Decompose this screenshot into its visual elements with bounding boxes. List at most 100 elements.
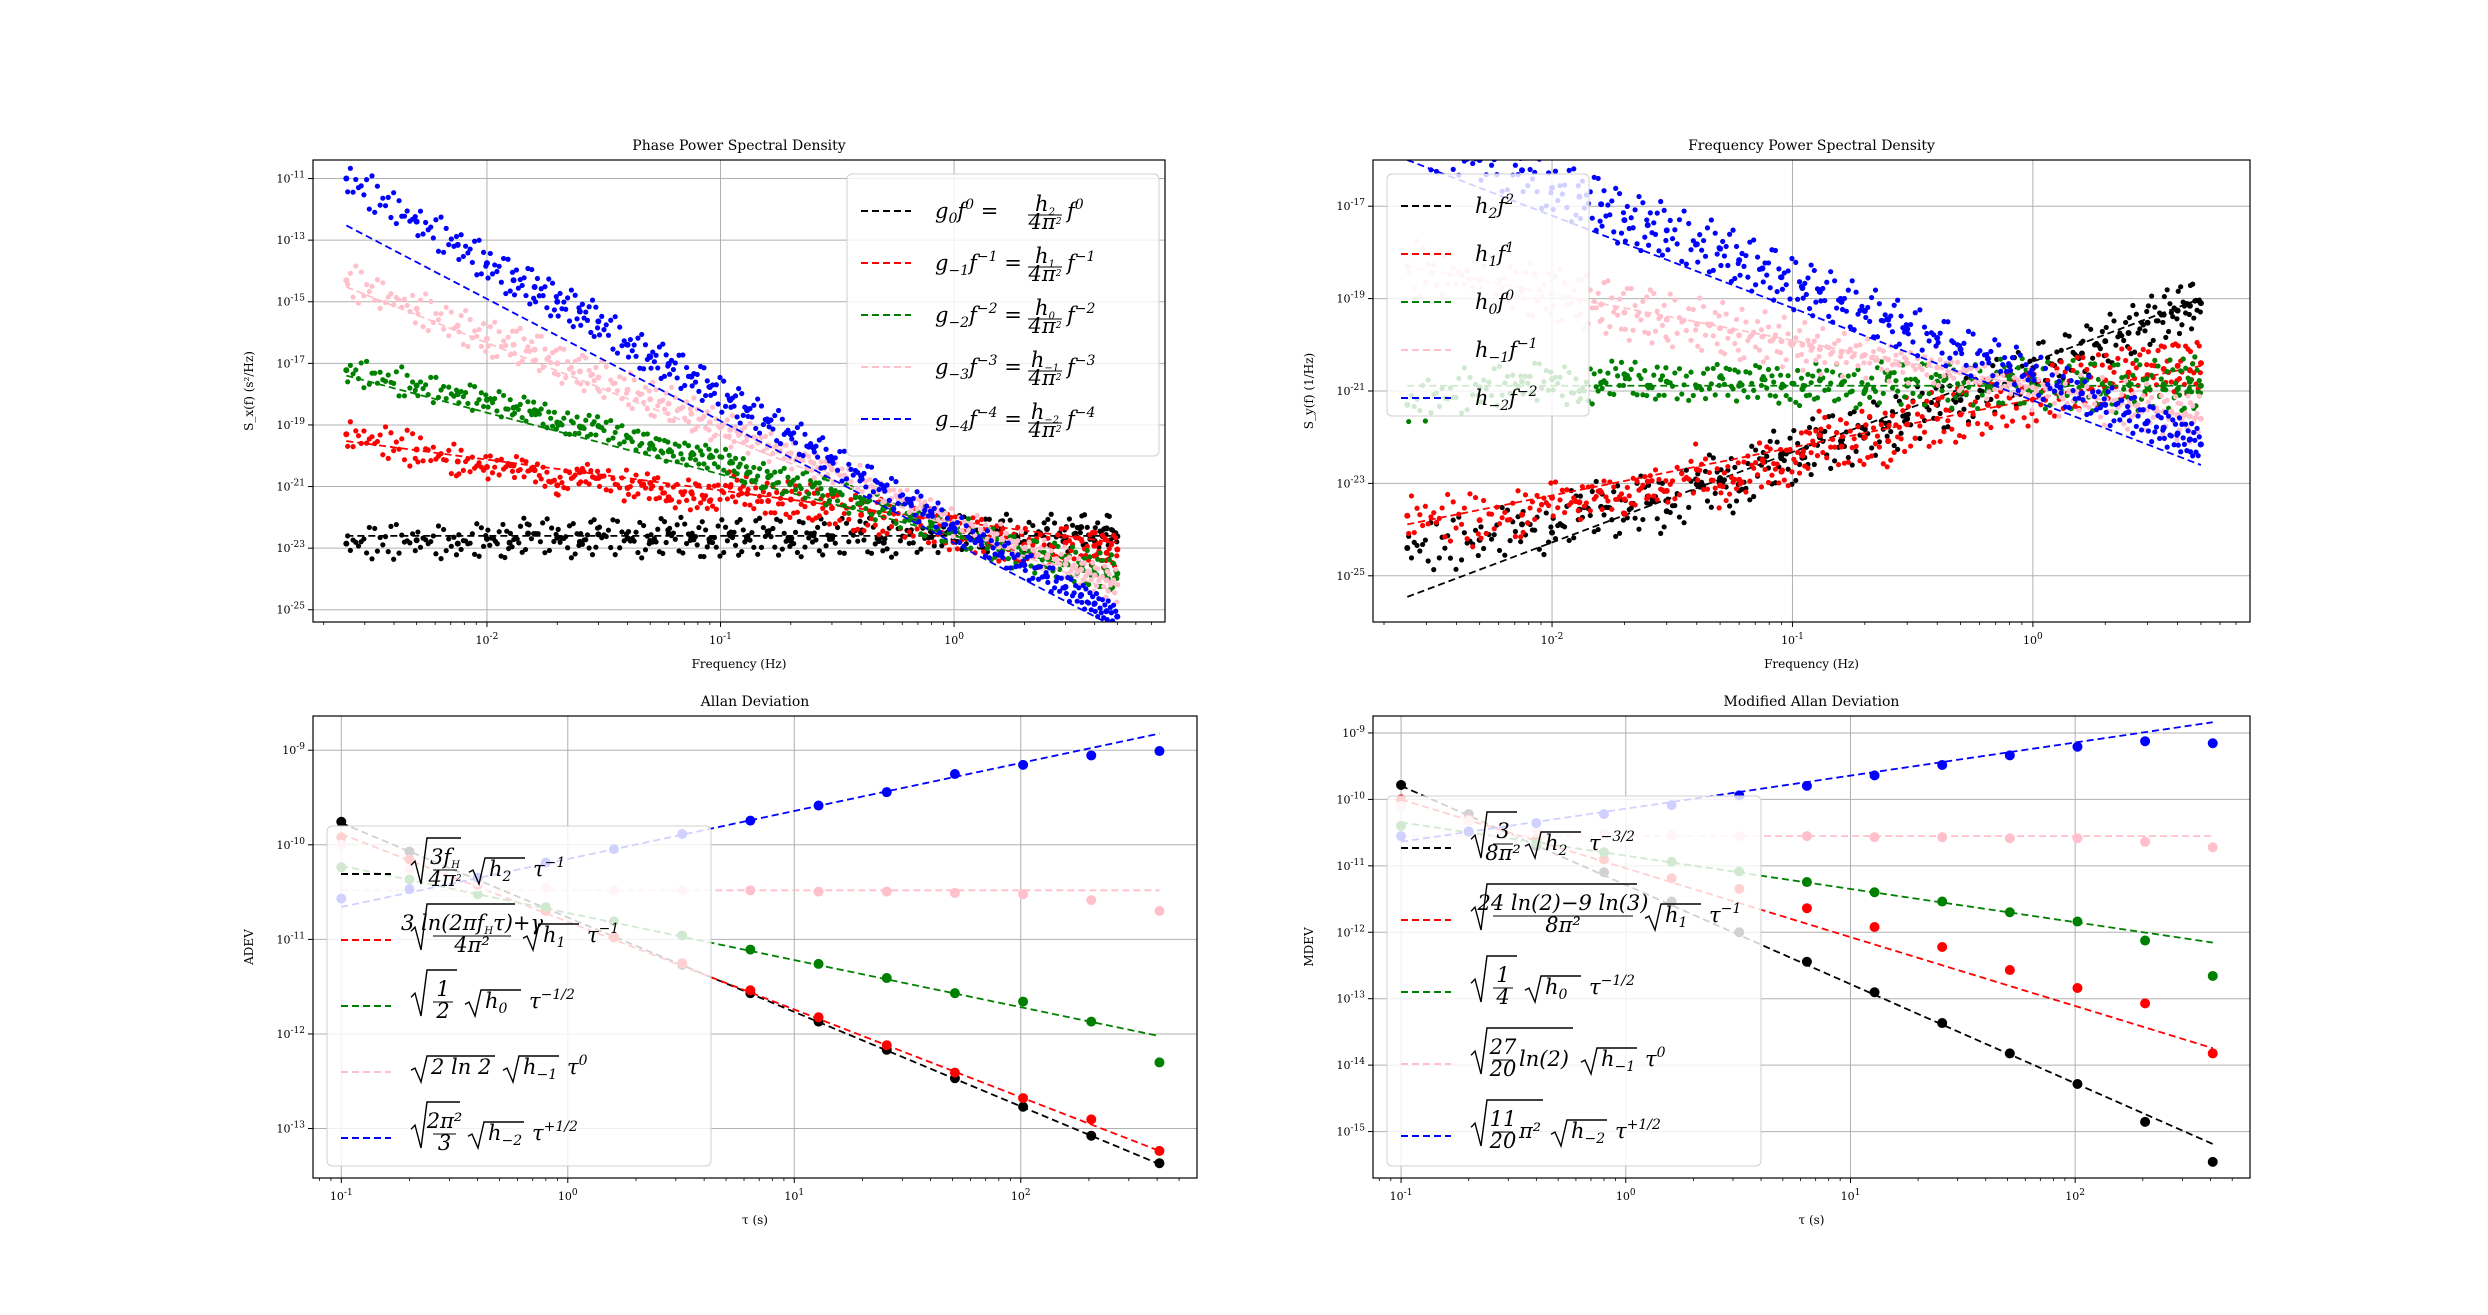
data-point: [699, 452, 705, 458]
data-point: [2144, 418, 2151, 425]
data-point: [959, 534, 965, 540]
data-point: [435, 523, 442, 529]
data-point: [428, 457, 434, 464]
data-point: [1795, 440, 1801, 447]
data-point: [525, 530, 532, 537]
data-point: [787, 543, 793, 549]
data-point: [858, 511, 865, 518]
data-point: [708, 437, 714, 443]
data-point: [2109, 408, 2115, 414]
data-point: [937, 530, 943, 536]
data-point: [777, 495, 784, 501]
data-point: [828, 490, 835, 497]
data-point: [2144, 381, 2150, 387]
data-point: [846, 461, 852, 467]
data-point: [2142, 328, 2148, 334]
data-point: [1799, 452, 1806, 459]
data-point: [404, 302, 410, 309]
chart-modified_allan_deviation: 10-1 100 101 10210-1510-1410-1310-1210-1110…: [1302, 694, 2251, 1227]
data-point: [1990, 363, 1996, 369]
data-point: [2126, 345, 2133, 352]
data-point: [1736, 476, 1743, 483]
data-point: [1822, 414, 1828, 421]
data-point: [1667, 217, 1673, 224]
data-point: [1481, 139, 1486, 144]
data-point: [704, 409, 710, 415]
data-point: [821, 464, 827, 471]
data-point: [374, 183, 381, 189]
data-point: [1945, 397, 1951, 403]
data-point: [1759, 265, 1766, 272]
data-point: [653, 539, 659, 545]
data-point: [1626, 225, 1632, 232]
data-point: [523, 348, 529, 354]
data-point: [521, 275, 527, 281]
data-point: [393, 220, 399, 227]
data-point: [758, 498, 765, 505]
data-point: [2140, 935, 2151, 946]
data-point: [551, 538, 557, 545]
data-point: [792, 440, 799, 446]
data-point: [2140, 322, 2146, 328]
data-point: [2015, 365, 2021, 371]
data-point: [1074, 598, 1080, 604]
data-point: [1851, 409, 1857, 415]
data-point: [1898, 313, 1904, 319]
data-point: [353, 428, 359, 434]
data-point: [1764, 355, 1770, 361]
data-point: [1076, 585, 1082, 591]
data-point: [423, 537, 429, 543]
data-point: [670, 484, 677, 490]
data-point: [1816, 346, 1823, 353]
data-point: [834, 498, 841, 504]
data-point: [2186, 378, 2193, 385]
data-point: [532, 299, 539, 305]
data-point: [584, 461, 591, 467]
data-point: [1874, 334, 1881, 340]
data-point: [1878, 366, 1884, 372]
data-point: [2196, 393, 2202, 399]
data-point: [531, 407, 538, 414]
data-point: [1605, 498, 1611, 504]
data-point: [2004, 369, 2010, 375]
data-point: [1622, 326, 1628, 332]
data-point: [1057, 561, 1063, 567]
data-point: [787, 514, 793, 521]
data-point: [1924, 372, 1930, 378]
data-point: [980, 532, 987, 538]
data-point: [453, 233, 460, 240]
data-point: [1644, 294, 1650, 300]
data-point: [2179, 322, 2185, 328]
data-point: [1414, 131, 1419, 136]
data-point: [1934, 335, 1941, 342]
data-point: [511, 292, 518, 298]
data-point: [1674, 396, 1680, 402]
data-point: [1536, 160, 1542, 162]
data-point: [1459, 137, 1464, 142]
data-point: [1406, 418, 1412, 425]
data-point: [1765, 366, 1772, 373]
data-point: [828, 456, 835, 463]
data-point: [1880, 461, 1886, 467]
data-point: [1874, 433, 1881, 439]
data-point: [453, 552, 460, 558]
data-point: [1099, 574, 1106, 580]
data-point: [415, 232, 421, 239]
data-point: [1078, 524, 1085, 531]
data-point: [1806, 392, 1813, 398]
data-point: [519, 282, 525, 289]
x-tick-label: 100: [2023, 632, 2043, 647]
data-point: [740, 456, 746, 462]
data-point: [1880, 348, 1886, 354]
data-point: [1595, 526, 1601, 533]
data-point: [994, 536, 1000, 542]
data-point: [476, 396, 482, 403]
data-point: [1785, 331, 1791, 337]
data-point: [800, 453, 806, 459]
data-point: [1568, 499, 1575, 506]
data-point: [1723, 311, 1729, 317]
data-point: [2186, 436, 2193, 443]
data-point: [2074, 354, 2080, 361]
x-tick-label: 100: [558, 1188, 578, 1203]
data-point: [2090, 355, 2096, 361]
